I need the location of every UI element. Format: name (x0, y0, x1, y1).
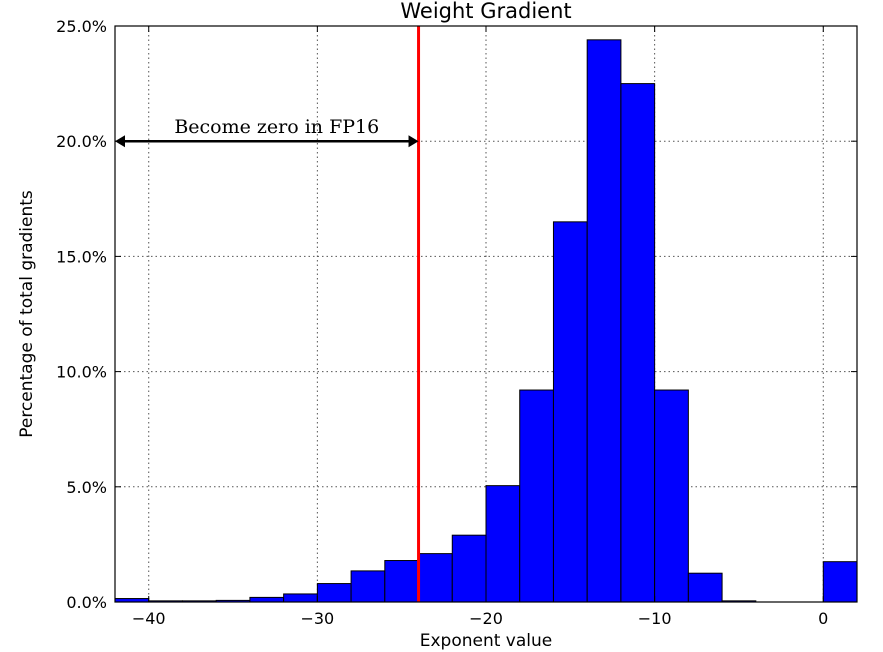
y-tick-label: 0.0% (66, 593, 107, 612)
y-tick-label: 5.0% (66, 478, 107, 497)
y-tick-label: 15.0% (56, 247, 107, 266)
x-tick-label: −40 (132, 609, 166, 628)
histogram-bar (620, 83, 656, 603)
arrow-head-right (408, 135, 419, 148)
histogram-bar (687, 572, 723, 603)
histogram-bar (485, 485, 521, 603)
x-tick-label: 0 (818, 609, 828, 628)
histogram-bar (384, 560, 420, 603)
y-ticks: 0.0% 5.0% 10.0% 15.0% 20.0% 25.0% (56, 17, 857, 612)
histogram-bar (552, 221, 588, 603)
histogram-bar (451, 534, 487, 603)
y-axis-label: Percentage of total gradients (17, 190, 37, 438)
x-tick-label: −20 (469, 609, 503, 628)
x-tick-label: −10 (638, 609, 672, 628)
histogram-bar (418, 553, 453, 603)
histogram-bar (586, 39, 622, 603)
chart-title: Weight Gradient (400, 0, 571, 23)
y-tick-label: 10.0% (56, 363, 107, 382)
histogram-bar (350, 570, 386, 603)
histogram-bar (519, 389, 554, 603)
y-tick-label: 20.0% (56, 132, 107, 151)
histogram-bar (249, 596, 285, 603)
x-axis-label: Exponent value (420, 631, 553, 651)
y-tick-label: 25.0% (56, 17, 107, 36)
x-tick-label: −30 (300, 609, 334, 628)
histogram-bar (283, 593, 318, 603)
histogram-bar (822, 561, 858, 603)
bars (114, 39, 858, 603)
histogram-bar (316, 583, 352, 603)
histogram-bar (654, 389, 689, 603)
x-ticks: −40 −30 −20 −10 0 (132, 26, 828, 628)
annotation-text: Become zero in FP16 (174, 116, 379, 138)
